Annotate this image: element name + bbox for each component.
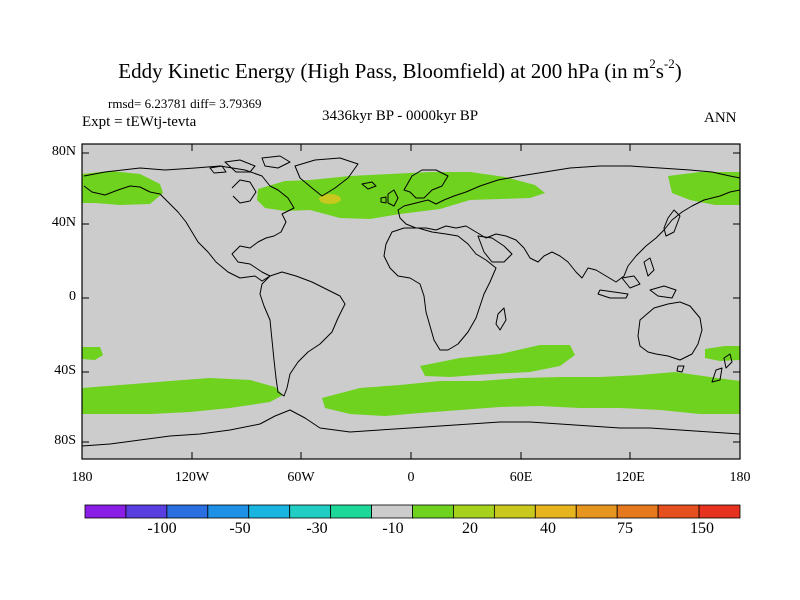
- coastline-eurasia: [397, 165, 741, 283]
- lon-label-0: 0: [407, 470, 415, 485]
- map-title: Eddy Kinetic Energy (High Pass, Bloomfie…: [118, 56, 682, 83]
- colorbar: [84, 504, 741, 519]
- colorbar-swatch: [330, 504, 372, 519]
- colorbar-swatch: [125, 504, 168, 519]
- colorbar-swatch: [616, 504, 659, 519]
- lat-label-80n: 80N: [51, 144, 76, 159]
- coastlines: [81, 155, 741, 447]
- colorbar-swatch: [248, 504, 291, 519]
- coastline-new-zealand: [711, 353, 733, 383]
- coastline-arabia: [477, 235, 513, 263]
- anomaly-southern-indian: [420, 345, 575, 377]
- coastline-southeast-asia-islands: [597, 257, 677, 299]
- lon-label-120e: 120E: [615, 470, 645, 485]
- colorbar-swatch: [657, 504, 700, 519]
- anomaly-north-atlantic-eurasia: [257, 172, 545, 219]
- lon-label-120w: 120W: [174, 470, 210, 485]
- coastline-madagascar: [495, 307, 507, 331]
- colorbar-swatch: [575, 504, 618, 519]
- colorbar-label: -30: [306, 520, 328, 537]
- colorbar-swatch: [207, 504, 250, 519]
- lon-label-60w: 60W: [287, 470, 315, 485]
- statistics-label: rmsd= 6.23781 diff= 3.79369: [108, 96, 262, 111]
- coastline-australia: [637, 301, 703, 361]
- coastline-north-america: [83, 165, 295, 282]
- colorbar-swatch: [166, 504, 209, 519]
- colorbar-label: 20: [462, 520, 478, 537]
- coastline-iceland: [361, 181, 377, 190]
- coastline-africa: [383, 227, 497, 351]
- anomaly-southwest-pacific: [705, 346, 740, 361]
- colorbar-swatch: [493, 504, 536, 519]
- coastline-british-isles: [380, 189, 399, 207]
- anomaly-north-pacific-east: [668, 172, 740, 205]
- colorbar-label: -100: [147, 520, 177, 537]
- colorbar-label: -10: [382, 520, 404, 537]
- lon-label-180e: 180: [729, 470, 751, 485]
- coastline-hudson-bay: [231, 179, 257, 204]
- map-ticks: [82, 144, 740, 459]
- coastline-greenland: [294, 157, 359, 197]
- anomaly-southwest-pacific-edge: [82, 347, 103, 360]
- colorbar-swatch: [84, 504, 127, 519]
- colorbar-label: -50: [229, 520, 251, 537]
- lat-label-40n: 40N: [51, 215, 76, 230]
- anomaly-southern-pacific-west: [82, 378, 283, 414]
- colorbar-swatch: [534, 504, 577, 519]
- colorbar-label: 150: [690, 520, 714, 537]
- coastline-tasmania: [676, 365, 685, 373]
- lon-label-180w: 180: [71, 470, 93, 485]
- season-label: ANN: [704, 110, 737, 126]
- colorbar-swatch: [412, 504, 454, 519]
- lon-label-60e: 60E: [509, 470, 533, 485]
- anomaly-regions: [82, 171, 740, 416]
- colorbar-swatch: [289, 504, 332, 519]
- period-label: 3436kyr BP - 0000kyr BP: [322, 108, 479, 124]
- coastline-south-america: [259, 271, 346, 397]
- colorbar-label: 40: [540, 520, 556, 537]
- colorbar-swatch: [371, 504, 413, 519]
- experiment-label: Expt = tEWtj-tevta: [82, 114, 197, 130]
- lat-label-40s: 40S: [54, 363, 76, 378]
- colorbar-label: 75: [617, 520, 633, 537]
- lat-label-80s: 80S: [54, 433, 76, 448]
- lat-label-0: 0: [69, 289, 76, 304]
- anomaly-peak-north-atlantic: [319, 194, 341, 204]
- coastline-antarctica: [81, 409, 741, 447]
- coastline-arctic-islands: [209, 155, 291, 174]
- colorbar-swatch: [698, 504, 741, 519]
- colorbar-swatch: [453, 504, 495, 519]
- anomaly-southern-ocean-main: [322, 372, 740, 416]
- coastline-japan: [663, 209, 681, 237]
- coastline-scandinavia: [403, 169, 449, 199]
